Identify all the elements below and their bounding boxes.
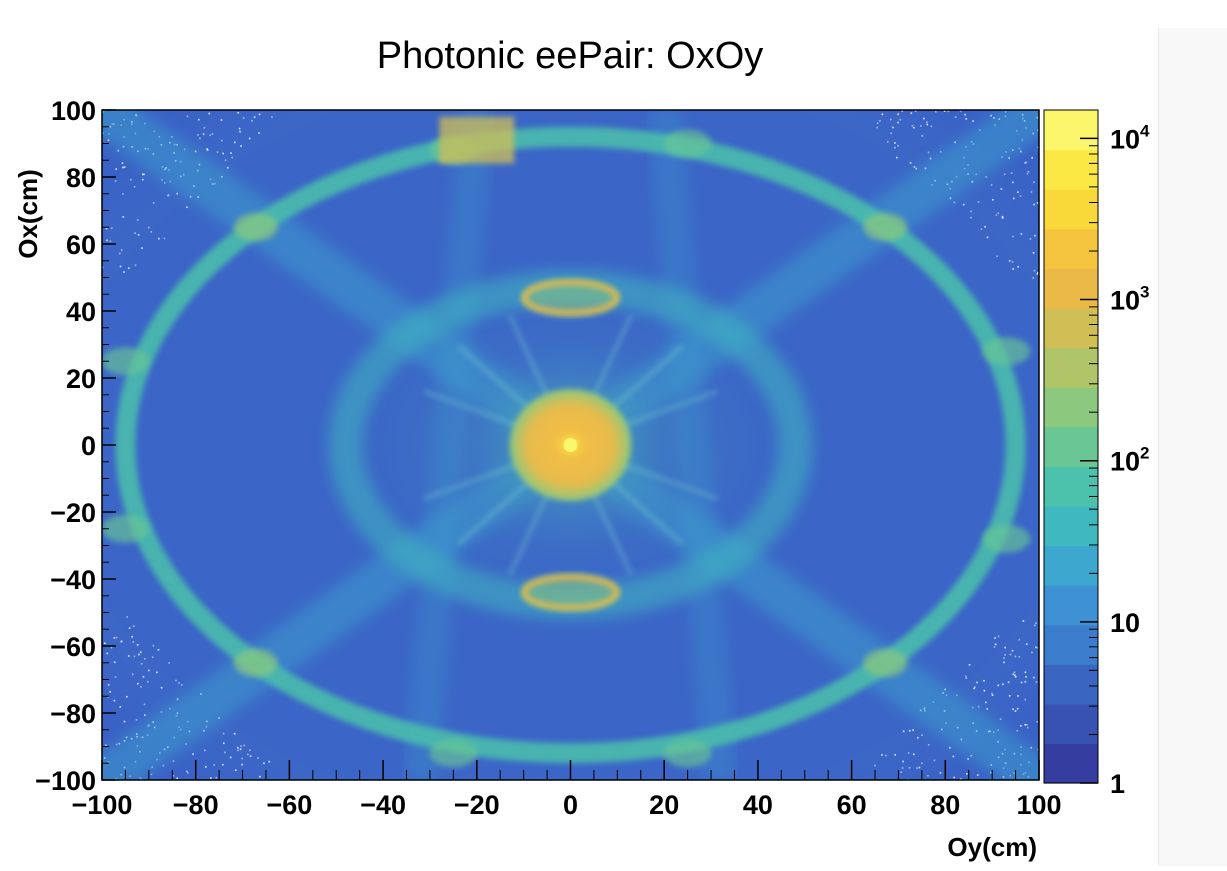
plot-area — [102, 110, 1039, 780]
colorbar-segment — [1044, 347, 1098, 388]
x-tick-label: −40 — [360, 790, 406, 820]
colorbar-tick-label: 1 — [1110, 769, 1125, 799]
axes: −100 −80 −60 −40 −20 0 20 40 60 80 100 −100 −80 −60 −4… — [35, 96, 1061, 820]
colorbar-tick-label: 104 — [1110, 121, 1150, 154]
colorbar-segment — [1044, 110, 1098, 151]
x-tick-label: 20 — [649, 790, 679, 820]
x-tick-label: 80 — [930, 790, 960, 820]
colorbar-segment — [1044, 505, 1098, 547]
y-tick-label: 80 — [66, 163, 96, 193]
colorbar-tick-label: 10 — [1110, 608, 1140, 638]
colorbar: 1 10 102 103 104 — [1043, 109, 1150, 799]
colorbar-segment — [1044, 703, 1098, 745]
x-tick-label: −80 — [173, 790, 219, 820]
y-axis-label: Ox(cm) — [13, 169, 43, 259]
colorbar-segment — [1044, 466, 1098, 507]
chart-title: Photonic eePair: OxOy — [377, 35, 764, 77]
x-axis-label: Oy(cm) — [947, 832, 1037, 862]
colorbar-segment — [1044, 228, 1098, 269]
y-tick-label: −100 — [35, 766, 96, 796]
y-tick-label: 40 — [66, 297, 96, 327]
colorbar-segment — [1044, 743, 1098, 784]
colorbar-segment — [1044, 624, 1098, 665]
colorbar-tick-label: 102 — [1110, 444, 1150, 477]
y-tick-label: −20 — [50, 498, 96, 528]
y-tick-label: 60 — [66, 230, 96, 260]
y-tick-label: −80 — [50, 699, 96, 729]
colorbar-frame — [1043, 109, 1099, 784]
x-tick-label: 60 — [837, 790, 867, 820]
core-peak — [563, 438, 578, 452]
x-tick-label: −20 — [454, 790, 500, 820]
x-tick-label: 0 — [563, 790, 578, 820]
colorbar-segment — [1044, 387, 1098, 428]
colorbar-segment — [1044, 307, 1098, 349]
y-tick-label: 100 — [51, 96, 96, 126]
y-tick-label: 0 — [81, 431, 96, 461]
colorbar-segment — [1044, 149, 1098, 190]
x-tick-label: 40 — [743, 790, 773, 820]
colorbar-segment — [1044, 268, 1098, 309]
y-tick-label: 20 — [66, 364, 96, 394]
y-tick-label: −60 — [50, 632, 96, 662]
ring-spots — [102, 116, 1031, 768]
colorbar-segment — [1044, 664, 1098, 705]
window-edge — [1158, 28, 1227, 866]
colorbar-segment — [1044, 585, 1098, 626]
y-tick-label: −40 — [50, 565, 96, 595]
colorbar-segment — [1044, 189, 1098, 230]
colorbar-tick-label: 103 — [1110, 283, 1150, 316]
x-tick-label: −100 — [72, 790, 133, 820]
x-tick-label: −60 — [266, 790, 312, 820]
colorbar-segment — [1044, 545, 1098, 586]
x-tick-label: 100 — [1016, 790, 1061, 820]
outer-ring — [115, 126, 1026, 764]
